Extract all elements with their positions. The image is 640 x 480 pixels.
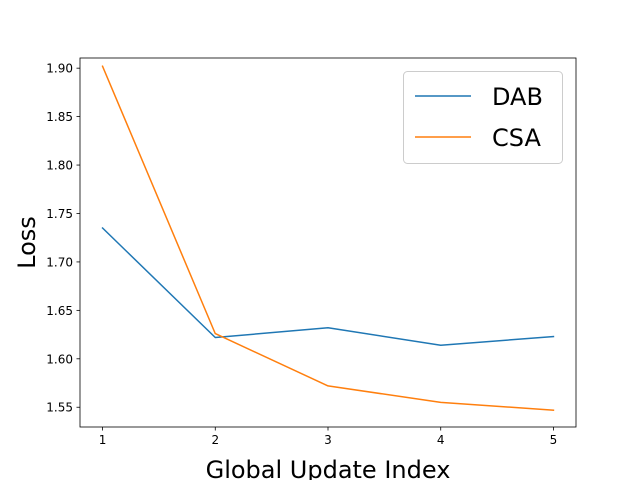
y-tick-label: 1.65: [46, 304, 73, 318]
y-tick-label: 1.60: [46, 352, 73, 366]
legend-label-dab: DAB: [492, 83, 543, 111]
y-tick-label: 1.55: [46, 401, 73, 415]
series-layer: [101, 65, 555, 411]
series-line-csa: [101, 65, 555, 411]
x-axis-label: Global Update Index: [206, 456, 451, 480]
x-tick-label: 5: [550, 433, 558, 447]
x-tick-label: 2: [211, 433, 219, 447]
y-axis-label: Loss: [13, 216, 41, 269]
legend-box: [403, 71, 563, 164]
x-tick-label: 3: [324, 433, 332, 447]
axes-layer: 1 2 3 4 5 1.55 1.60 1.65 1.70 1.75 1.80 1.85 1.90: [46, 57, 577, 447]
y-tick-label: 1.70: [46, 255, 73, 269]
y-tick-label: 1.80: [46, 159, 73, 173]
y-tick-label: 1.85: [46, 110, 73, 124]
legend: DAB CSA: [403, 71, 563, 164]
y-tick-label: 1.90: [46, 62, 73, 76]
legend-label-csa: CSA: [492, 124, 541, 152]
x-tick-label: 1: [99, 433, 107, 447]
series-line-dab: [101, 226, 555, 346]
y-tick-label: 1.75: [46, 207, 73, 221]
x-tick-label: 4: [437, 433, 445, 447]
